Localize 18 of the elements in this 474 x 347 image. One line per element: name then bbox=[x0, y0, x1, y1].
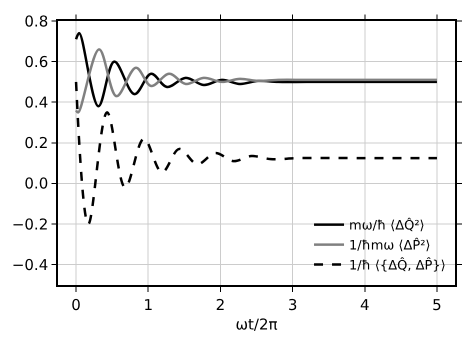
y-tick-label: 0.8 bbox=[24, 12, 48, 30]
y-tick-label: 0.0 bbox=[24, 174, 48, 193]
x-tick-label: 5 bbox=[432, 296, 442, 314]
y-tick-label: −0.4 bbox=[12, 256, 48, 274]
legend-label: mω/ħ ⟨ΔQ̂²⟩ bbox=[349, 217, 425, 234]
y-tick-label: 0.6 bbox=[24, 52, 48, 71]
x-tick-label: 0 bbox=[71, 296, 81, 314]
x-tick-label: 1 bbox=[143, 296, 154, 314]
legend-label: 1/ħ ⟨{ΔQ̂, ΔP̂}⟩ bbox=[349, 257, 446, 274]
x-tick-label: 2 bbox=[216, 296, 226, 314]
x-axis-title: ωt/2π bbox=[235, 315, 278, 334]
legend-label: 1/ħmω ⟨ΔP̂²⟩ bbox=[349, 237, 430, 254]
y-tick-label: 0.2 bbox=[24, 134, 48, 152]
x-tick-label: 4 bbox=[360, 296, 370, 314]
x-tick-label: 3 bbox=[288, 296, 298, 314]
y-tick-label: −0.2 bbox=[12, 215, 48, 234]
line-series bbox=[74, 48, 438, 114]
y-tick-label: 0.4 bbox=[24, 93, 48, 112]
